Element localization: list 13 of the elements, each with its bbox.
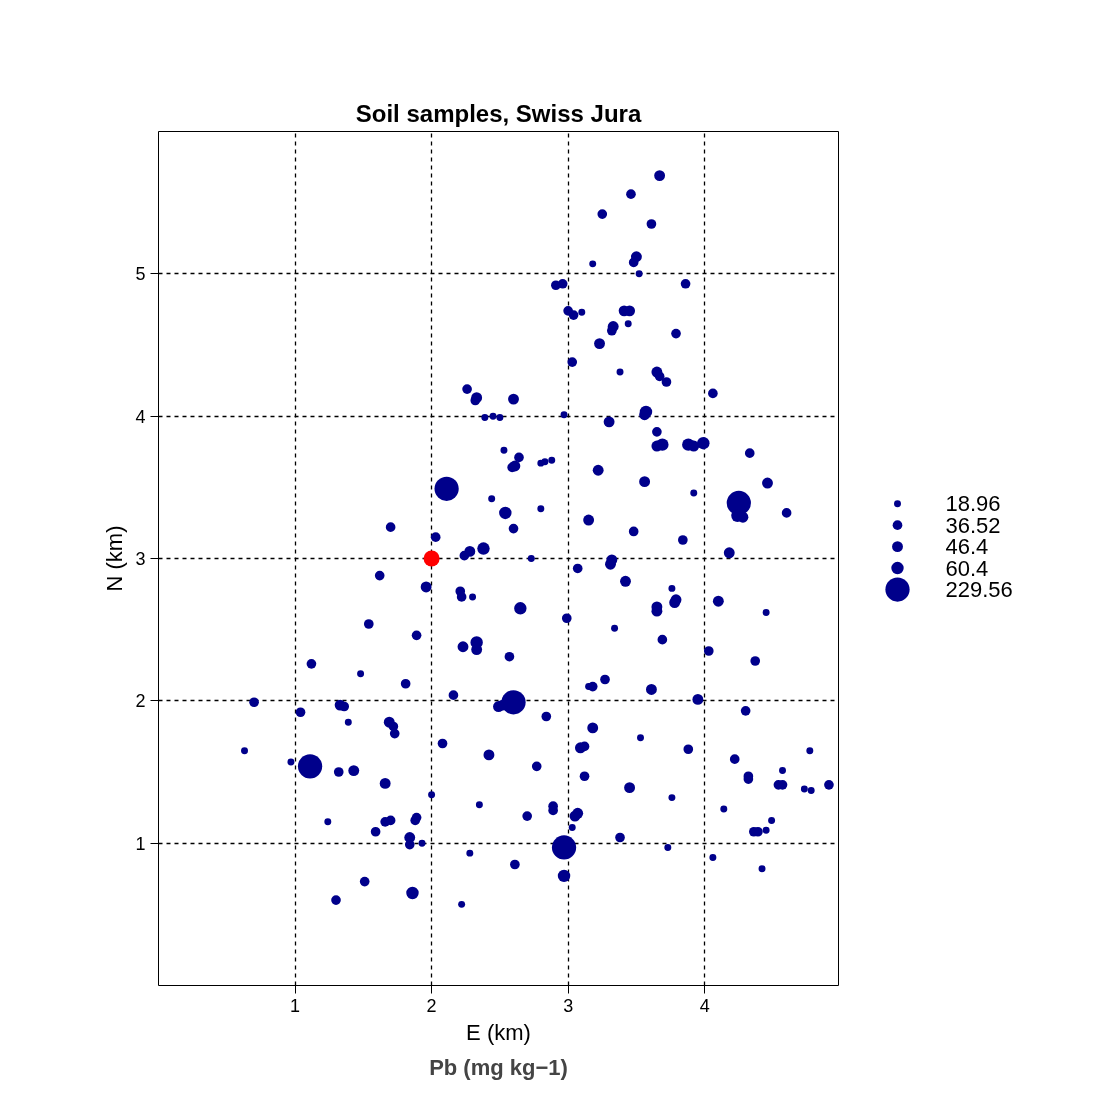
- x-tick-label: 3: [563, 995, 574, 1016]
- y-tick-label: 2: [135, 691, 146, 712]
- y-axis-title: N (km): [102, 525, 128, 592]
- legend-title: Pb (mg kg−1): [429, 1054, 568, 1080]
- y-tick-label: 4: [135, 406, 146, 427]
- y-tick-label: 1: [135, 833, 146, 854]
- x-tick-label: 2: [426, 995, 437, 1016]
- y-tick-label: 3: [135, 549, 146, 569]
- x-tick-label: 4: [699, 995, 710, 1016]
- chart-title: Soil samples, Swiss Jura: [355, 99, 642, 127]
- x-axis-title: E (km): [466, 1019, 531, 1045]
- y-tick-label: 5: [135, 264, 146, 285]
- x-tick-label: 1: [290, 995, 301, 1016]
